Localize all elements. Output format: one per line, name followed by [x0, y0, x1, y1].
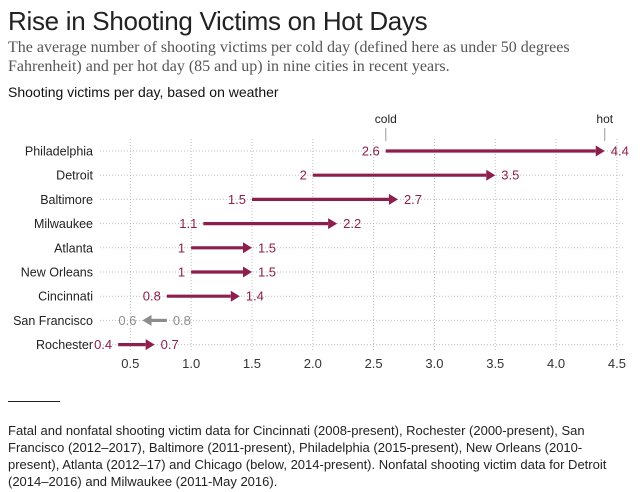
cold-value-label: 1.5 — [228, 192, 246, 207]
x-tick-label: 2.0 — [304, 356, 322, 371]
cold-value-label: 2.6 — [362, 144, 380, 159]
hot-value-label: 1.5 — [258, 265, 276, 280]
city-label: Philadelphia — [25, 145, 93, 159]
hot-value-label: 0.7 — [161, 337, 179, 352]
hot-value-label: 3.5 — [501, 168, 519, 183]
cold-value-label: 0.8 — [173, 313, 191, 328]
x-tick-label: 2.5 — [365, 356, 383, 371]
city-label: Detroit — [56, 169, 93, 183]
hot-value-label: 2.2 — [343, 216, 361, 231]
arrow-chart: 0.5 1.0 1.5 2.0 2.5 3.0 3.5 4.0 4.5 cold hot Philad… — [13, 112, 629, 371]
arrow-head — [388, 193, 398, 205]
x-tick-label: 4.0 — [547, 356, 565, 371]
city-label: Milwaukee — [34, 217, 93, 231]
x-tick-label: 3.5 — [486, 356, 504, 371]
x-tick-label: 4.5 — [608, 356, 626, 371]
cold-value-label: 1.1 — [179, 216, 197, 231]
arrow-head — [230, 290, 240, 302]
city-label: Baltimore — [40, 193, 93, 207]
x-tick-label: 1.0 — [182, 356, 200, 371]
x-tick-label: 1.5 — [243, 356, 261, 371]
hot-value-label: 2.7 — [404, 192, 422, 207]
chart-title: Rise in Shooting Victims on Hot Days — [8, 6, 428, 36]
arrow-head — [595, 145, 605, 157]
arrow-head — [242, 266, 252, 278]
footnote-divider — [8, 401, 60, 402]
city-label: New Orleans — [21, 266, 93, 280]
series-header-cold: cold — [375, 112, 397, 126]
arrow-head — [328, 218, 338, 230]
city-label: San Francisco — [13, 314, 93, 328]
hot-value-label: 1.4 — [246, 289, 264, 304]
cold-value-label: 0.8 — [143, 289, 161, 304]
arrow-head — [242, 242, 252, 254]
footnote: Fatal and nonfatal shooting victim data … — [8, 423, 607, 489]
chart-subtitle: The average number of shooting victims p… — [8, 39, 570, 75]
series-header-hot: hot — [596, 112, 613, 126]
x-tick-label: 3.0 — [425, 356, 443, 371]
city-label: Atlanta — [54, 241, 93, 255]
city-label: Rochester — [36, 338, 93, 352]
arrow-head — [486, 169, 496, 181]
chart-label: Shooting victims per day, based on weath… — [8, 84, 279, 100]
city-label: Cincinnati — [38, 290, 93, 304]
cold-value-label: 1 — [178, 265, 185, 280]
cold-value-label: 1 — [178, 240, 185, 255]
arrow-head — [145, 339, 155, 351]
hot-value-label: 0.6 — [118, 313, 136, 328]
hot-value-label: 4.4 — [611, 144, 629, 159]
cold-value-label: 0.4 — [94, 337, 112, 352]
arrow-head — [142, 314, 152, 326]
cold-value-label: 2 — [300, 168, 307, 183]
hot-value-label: 1.5 — [258, 240, 276, 255]
x-tick-label: 0.5 — [121, 356, 139, 371]
